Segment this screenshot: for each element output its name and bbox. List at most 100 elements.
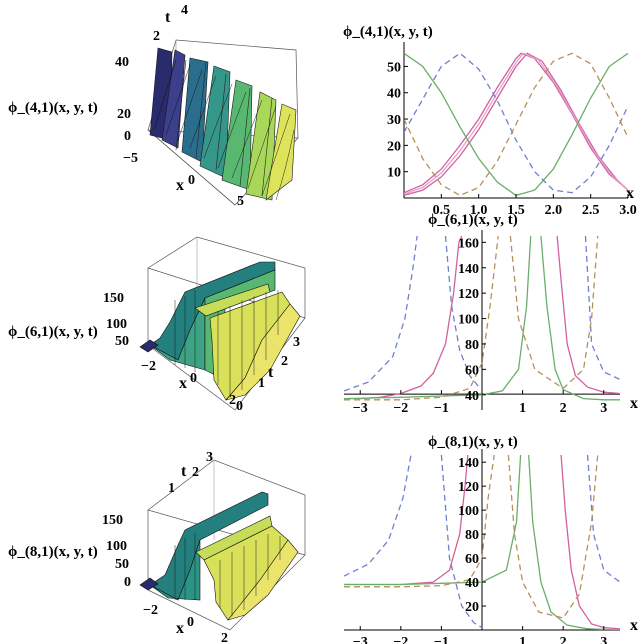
x-tick-label: 1.5 [507,203,525,218]
y-tick-label: 40 [465,576,479,591]
x-tick-label: 3.0 [619,203,637,218]
series-line [344,454,495,588]
surface-1-t-tick: 2 [153,29,160,44]
surface-3-z-tick: 50 [115,557,129,572]
x-axis-label: x [630,395,638,412]
y-tick-label: 160 [458,236,479,251]
y-tick-label: 120 [458,480,479,495]
line-chart-2: −3 −2 −1 1 2 3 40 60 80 100 120 140 160 ϕ_(6,1)(x, y,… [344,212,638,416]
y-tick-label: 40 [387,87,401,102]
series-line [540,235,620,401]
y-tick-label: 20 [387,139,401,154]
surface-2-z-tick: 50 [115,334,129,349]
surface-1-x-tick: 0 [188,173,195,188]
chart-title: ϕ_(4,1)(x, y, t) [343,24,433,40]
series-line [344,454,522,586]
x-tick-label: 3 [600,635,607,644]
surface-1-z-tick: 20 [117,107,131,122]
series-line [344,235,463,400]
surface-3-z-tick: 100 [106,539,127,554]
x-tick-label: −1 [434,401,449,416]
series-line [444,235,481,389]
y-tick-label: 100 [458,313,479,328]
y-tick-label: 20 [465,600,479,615]
surface-panel-3: ϕ_(8,1)(x, y, t) t 1 2 3 150 100 50 0 −2… [8,450,306,644]
series-line [344,454,469,586]
surface-1-x-tick: 5 [237,194,244,209]
surface-1-x-tick: −5 [123,151,138,166]
surface-3-t-tick: 2 [192,465,199,480]
y-tick-label: 120 [458,287,479,302]
y-tick-label: 80 [465,338,479,353]
surface-3-sheets [139,491,299,621]
y-tick-label: 30 [387,113,401,128]
series-line [584,235,620,381]
series-line [507,454,599,619]
x-tick-label: 3 [600,401,607,416]
surface-1-z-tick: 40 [115,55,129,70]
surface-2-func-label: ϕ_(6,1)(x, y, t) [8,324,98,340]
x-tick-label: −2 [393,401,408,416]
chart-title: ϕ_(6,1)(x, y, t) [428,212,518,228]
surface-2-mesh [174,290,279,395]
y-tick-label: 50 [387,60,401,75]
chart-title: ϕ_(8,1)(x, y, t) [428,434,518,450]
surface-1-t-label: t [165,9,171,26]
surface-1-x-label: x [176,177,184,194]
series-line [344,454,412,577]
surface-3-func-label: ϕ_(8,1)(x, y, t) [8,544,98,560]
surface-2-z-tick: 150 [103,291,124,306]
x-tick-label: 2.5 [582,203,600,218]
x-axis-label: x [630,617,638,634]
surface-3-t-label: t [181,463,187,480]
surface-3-x-label: x [176,620,184,637]
surface-3-x-tick: 0 [187,615,194,630]
series-line [556,235,620,395]
surface-1-ridges [149,47,297,201]
line-chart-3: −3 −2 −1 1 2 3 20 40 60 80 100 120 140 ϕ_(8,1)(x, y, … [344,434,638,644]
y-tick-label: 40 [465,389,479,404]
line-chart-1: 0.5 1.0 1.5 2.0 2.5 3.0 10 20 30 40 50 ϕ_(4,1)(x, y… [343,24,637,218]
surface-1-t-tick: 4 [181,3,188,18]
x-tick-label: −3 [353,401,368,416]
series-line [509,235,599,390]
x-tick-label: 0.5 [433,203,451,218]
y-tick-label: 10 [387,166,401,181]
x-tick-label: −2 [393,635,408,644]
series-line [560,454,620,630]
surface-2-z-tick: 100 [106,317,127,332]
surface-3-x-tick: −2 [143,603,158,618]
surface-2-x-tick: 0 [190,371,197,386]
y-tick-label: 80 [465,528,479,543]
series-line [404,52,628,197]
surface-1-func-label: ϕ_(4,1)(x, y, t) [8,100,98,116]
surface-3-t-tick: 3 [206,450,213,465]
surface-3-z-tick: 150 [102,513,123,528]
series-line [344,235,499,401]
series-line [344,235,418,392]
y-tick-label: 60 [465,552,479,567]
series-line [404,52,628,197]
surface-1-z-tick: 0 [124,129,131,144]
surface-2-x-tick: 2 [229,393,236,408]
surface-2-x-label: x [179,375,187,392]
series-line [404,52,628,194]
surface-2-t-tick: 0 [236,399,243,414]
y-tick-label: 140 [458,262,479,277]
surface-1-mesh [153,59,295,201]
surface-3-mesh [174,533,281,616]
x-tick-label: 2 [560,401,567,416]
x-axis-label: x [626,185,634,202]
surface-2-x-tick: −2 [141,359,156,374]
surface-2-t-tick: 1 [258,376,265,391]
series-line [344,235,532,400]
surface-2-sheets [139,261,301,401]
series-line [528,454,620,630]
surface-3-x-tick: 2 [221,631,228,644]
series-line [440,454,483,629]
x-tick-label: 1 [519,401,526,416]
x-tick-label: −3 [353,635,368,644]
series-line [404,52,628,194]
x-tick-label: 2.0 [545,203,563,218]
